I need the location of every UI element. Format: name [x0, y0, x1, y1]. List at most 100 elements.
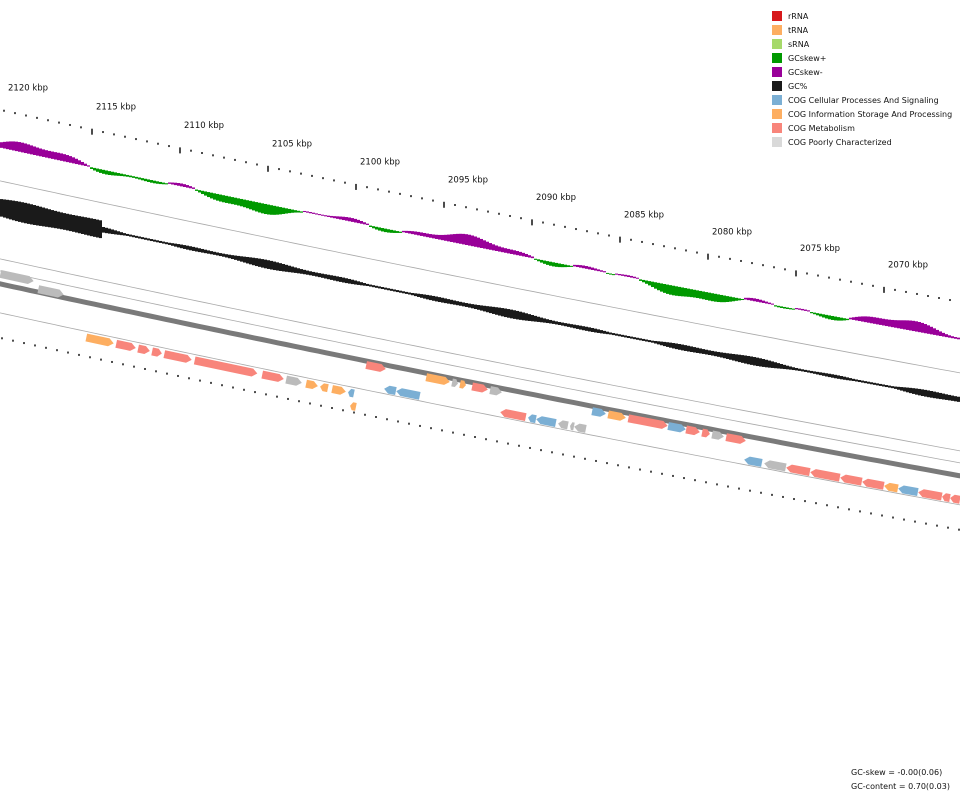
gc-skew-bar	[852, 317, 855, 320]
gc-skew-bar	[588, 266, 591, 270]
gc-content-bar	[603, 330, 606, 334]
gc-content-bar	[507, 309, 510, 318]
gc-skew-bar	[429, 234, 432, 238]
gc-content-bar	[726, 353, 729, 359]
gc-content-bar	[747, 355, 750, 365]
gc-content-bar	[894, 386, 897, 389]
gc-skew-bar	[363, 222, 366, 225]
gc-content-bar	[723, 352, 726, 359]
gc-content-bar	[852, 378, 855, 381]
gc-content-stat: GC-content = 0.70(0.03)	[851, 782, 950, 791]
gc-skew-bar	[279, 207, 282, 215]
gc-content-bar	[516, 310, 519, 320]
gc-skew-bar	[165, 183, 168, 185]
gc-skew-bar	[621, 274, 624, 276]
gc-content-bar	[855, 379, 858, 382]
gene-arrow	[365, 361, 386, 372]
gc-skew-bar	[162, 182, 165, 185]
legend-item: sRNA	[772, 37, 952, 51]
gc-skew-bar	[150, 180, 153, 183]
gc-skew-bar	[612, 274, 615, 276]
gene-arrow	[536, 416, 557, 427]
gc-skew-bar	[747, 297, 750, 301]
gc-skew-bar	[690, 289, 693, 298]
gc-content-bar	[96, 219, 99, 238]
gc-skew-bar	[636, 277, 639, 279]
gc-skew-bar	[603, 271, 606, 273]
gc-skew-bar	[561, 264, 564, 268]
gc-skew-bar	[681, 287, 684, 297]
gc-content-bar	[9, 200, 12, 220]
gc-content-bar	[660, 341, 663, 346]
gc-skew-bar	[465, 234, 468, 245]
legend-item: tRNA	[772, 23, 952, 37]
gc-skew-bar	[213, 193, 216, 200]
gene-arrow	[500, 409, 527, 422]
gc-skew-bar	[828, 315, 831, 320]
gc-skew-bar	[327, 215, 330, 217]
gene-arrow	[151, 347, 162, 357]
gc-content-bar	[759, 358, 762, 367]
gc-skew-bar	[258, 202, 261, 213]
gc-skew-bar	[837, 317, 840, 321]
gc-content-bar	[777, 363, 780, 369]
gc-skew-bar	[810, 312, 813, 314]
gc-skew-bar	[357, 219, 360, 224]
gc-skew-bar	[696, 290, 699, 299]
gc-content-bar	[408, 292, 411, 295]
gc-content-bar	[447, 299, 450, 304]
gc-skew-bar	[300, 211, 303, 213]
gc-skew-bar	[927, 325, 930, 334]
gc-content-bar	[633, 337, 636, 340]
gc-content-bar	[219, 253, 222, 257]
gc-content-bar	[129, 234, 132, 237]
gc-skew-bar	[219, 194, 222, 202]
gc-content-bar	[873, 382, 876, 385]
gc-content-bar	[942, 393, 945, 400]
legend-item: GC%	[772, 79, 952, 93]
gc-content-bar	[441, 297, 444, 303]
gc-skew-bar	[780, 306, 783, 308]
gc-content-bar	[501, 308, 504, 317]
gc-content-bar	[636, 337, 639, 340]
gc-skew-bar	[591, 267, 594, 270]
gc-content-bar	[669, 342, 672, 348]
gc-content-bar	[453, 300, 456, 305]
gc-content-bar	[324, 274, 327, 279]
gc-skew-bar	[654, 282, 657, 289]
gc-content-bar	[837, 375, 840, 379]
gc-skew-bar	[624, 274, 627, 277]
gc-content-bar	[228, 254, 231, 259]
gc-content-bar	[204, 249, 207, 254]
gc-content-bar	[531, 315, 534, 322]
gc-skew-bar	[687, 288, 690, 297]
gc-skew-bar	[432, 234, 435, 239]
gc-skew-bar	[240, 198, 243, 207]
gc-content-bar	[297, 268, 300, 274]
gc-skew-bar	[891, 319, 894, 328]
gc-skew-bar	[711, 293, 714, 302]
gc-skew-bar	[390, 229, 393, 233]
gc-content-bar	[834, 374, 837, 379]
gc-content-bar	[372, 285, 375, 288]
gc-content-bar	[849, 378, 852, 381]
gene-arrow	[163, 350, 192, 363]
gc-skew-bar	[12, 141, 15, 151]
gc-skew-bar	[729, 296, 732, 302]
gc-skew-bar	[24, 143, 27, 154]
gc-content-bar	[663, 341, 666, 347]
gc-content-bar	[492, 306, 495, 314]
gc-content-bar	[936, 392, 939, 399]
gc-content-bar	[732, 353, 735, 361]
legend-item: COG Poorly Characterized	[772, 135, 952, 149]
gc-skew-bar	[732, 297, 735, 302]
gc-skew-bar	[648, 281, 651, 286]
gene-arrow	[0, 269, 34, 284]
gc-skew-bar	[306, 211, 309, 213]
gc-skew-bar	[564, 264, 567, 268]
gc-content-bar	[513, 310, 516, 319]
kbp-label: 2115 kbp	[96, 103, 136, 113]
gc-skew-bar	[153, 180, 156, 184]
gc-content-bar	[237, 255, 240, 261]
